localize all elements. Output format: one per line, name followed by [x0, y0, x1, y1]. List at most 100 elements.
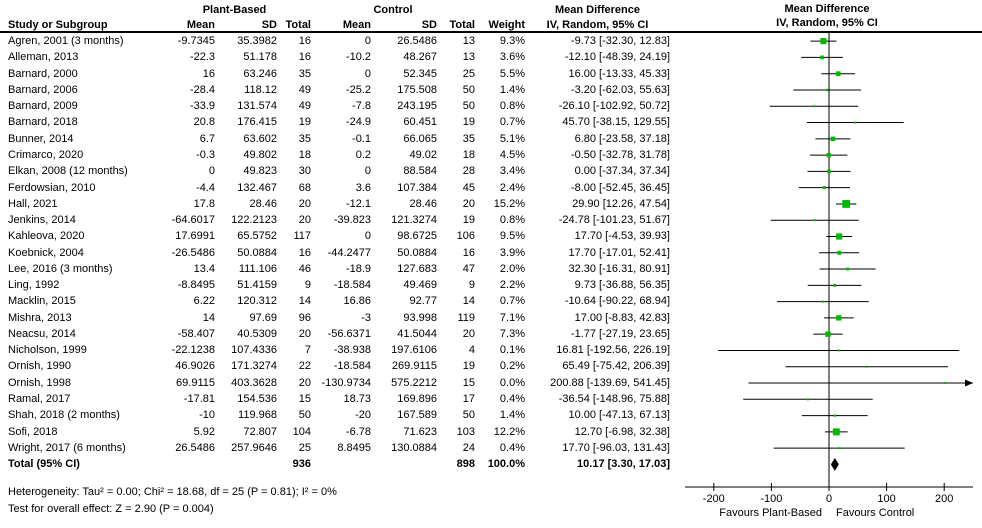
plot-header-line2: IV, Random, 95% CI: [776, 17, 878, 29]
pb-mean-cell: 20.8: [193, 116, 215, 129]
md-header-line1: Mean Difference: [555, 4, 640, 16]
pb-sd-cell: 107.4336: [231, 344, 277, 357]
md-ci-cell: -36.54 [-148.96, 75.88]: [558, 392, 670, 405]
plot-header-line1: Mean Difference: [785, 3, 870, 15]
ctrl-total-cell: 20: [462, 327, 475, 340]
ctrl-sd-cell: 130.0884: [391, 441, 437, 454]
study-name-cell: Ferdowsian, 2010: [8, 181, 96, 194]
pb-sd-cell: 403.3628: [231, 376, 277, 389]
axis-tick-label: -200: [703, 493, 725, 505]
ctrl-total-cell: 19: [462, 360, 475, 373]
ctrl-mean-cell: 3.6: [355, 181, 371, 194]
pb-total-cell: 117: [293, 230, 311, 243]
effect-marker: [865, 365, 868, 368]
study-name-cell: Kahleova, 2020: [8, 230, 85, 243]
weight-cell: 12.2%: [493, 425, 525, 438]
pb-sd-header: SD: [261, 19, 277, 31]
md-ci-cell: 0.00 [-37.34, 37.34]: [574, 165, 670, 178]
total-weight-cell: 100.0%: [487, 458, 525, 471]
weight-cell: 3.4%: [499, 165, 525, 178]
md-ci-cell: 65.49 [-75.42, 206.39]: [562, 360, 670, 373]
study-name-cell: Jenkins, 2014: [8, 214, 76, 227]
weight-cell: 3.6%: [499, 51, 525, 64]
effect-marker: [943, 382, 946, 385]
ctrl-mean-cell: -0.1: [352, 132, 371, 145]
ctrl-sd-cell: 49.02: [409, 148, 437, 161]
study-name-cell: Wright, 2017 (6 months): [8, 441, 126, 454]
md-ci-cell: 16.00 [-13.33, 45.33]: [568, 67, 670, 80]
pb-total-cell: 22: [298, 360, 311, 373]
pb-mean-cell: -64.6017: [171, 214, 215, 227]
pb-total-cell: 16: [298, 246, 311, 259]
md-ci-cell: 9.73 [-36.88, 56.35]: [574, 279, 670, 292]
ctrl-total-cell: 17: [462, 392, 475, 405]
ctrl-sd-cell: 48.267: [403, 51, 437, 64]
ctrl-sd-cell: 41.5044: [397, 327, 437, 340]
pb-mean-cell: 16: [202, 67, 215, 80]
ctrl-mean-cell: -39.823: [333, 214, 371, 227]
ctrl-mean-cell: -38.938: [333, 344, 371, 357]
ctrl-sd-cell: 28.46: [409, 197, 437, 210]
ctrl-mean-cell: -25.2: [345, 83, 371, 96]
effect-marker: [812, 105, 815, 108]
ctrl-mean-header: Mean: [342, 19, 371, 31]
ctrl-sd-cell: 66.065: [403, 132, 437, 145]
pb-total-cell: 25: [298, 441, 311, 454]
pb-total-cell: 35: [298, 132, 311, 145]
md-header-line2: IV, Random, 95% CI: [546, 19, 649, 31]
md-ci-cell: -10.64 [-90.22, 68.94]: [564, 295, 670, 308]
md-ci-cell: 45.70 [-38.15, 129.55]: [562, 116, 670, 129]
effect-marker: [837, 349, 840, 352]
pb-sd-cell: 97.69: [249, 311, 277, 324]
pb-sd-cell: 171.3274: [231, 360, 277, 373]
pb-sd-cell: 111.106: [238, 262, 277, 275]
weight-cell: 1.4%: [499, 409, 525, 422]
study-name-cell: Hall, 2021: [8, 197, 58, 210]
ctrl-total-cell: 119: [457, 311, 475, 324]
pb-sd-cell: 122.2123: [231, 214, 277, 227]
study-name-cell: Koebnick, 2004: [8, 246, 84, 259]
ctrl-sd-cell: 49.469: [403, 279, 437, 292]
ctrl-sd-cell: 26.5486: [397, 35, 437, 48]
pb-total-cell: 35: [298, 67, 311, 80]
ctrl-sd-cell: 243.195: [397, 100, 437, 113]
effect-marker: [830, 136, 836, 142]
md-ci-cell: -24.78 [-101.23, 51.67]: [558, 214, 670, 227]
heterogeneity-text: Heterogeneity: Tau² = 0.00; Chi² = 18.68…: [8, 486, 337, 498]
ctrl-total-cell: 106: [456, 230, 475, 243]
effect-marker: [836, 315, 842, 321]
ctrl-sd-cell: 88.584: [403, 165, 437, 178]
weight-cell: 2.4%: [499, 181, 525, 194]
axis-tick-label: 200: [935, 493, 953, 505]
ctrl-total-cell: 15: [462, 376, 475, 389]
pb-mean-cell: -26.5486: [171, 246, 215, 259]
ctrl-sd-cell: 107.384: [397, 181, 437, 194]
ctrl-sd-cell: 269.9115: [391, 360, 437, 373]
pb-total-cell: 7: [304, 344, 311, 357]
pb-sd-cell: 65.5752: [237, 230, 277, 243]
ctrl-mean-cell: 18.73: [343, 392, 371, 405]
effect-marker: [826, 152, 831, 158]
pb-mean-cell: 13.4: [193, 262, 215, 275]
md-ci-cell: -1.77 [-27.19, 23.65]: [570, 327, 670, 340]
ctrl-sd-header: SD: [421, 19, 437, 31]
md-ci-cell: 12.70 [-6.98, 32.38]: [574, 425, 670, 438]
md-ci-cell: -8.00 [-52.45, 36.45]: [570, 181, 670, 194]
total-pb-n-cell: 936: [292, 458, 311, 471]
pb-sd-cell: 28.46: [249, 197, 277, 210]
pb-mean-cell: -4.4: [196, 181, 215, 194]
ctrl-mean-cell: 0: [364, 165, 371, 178]
md-ci-cell: -9.73 [-32.30, 12.83]: [570, 35, 670, 48]
pb-mean-cell: -22.3: [189, 51, 215, 64]
effect-marker: [833, 283, 837, 287]
weight-cell: 9.5%: [499, 230, 525, 243]
ctrl-total-cell: 50: [462, 409, 475, 422]
study-name-cell: Crimarco, 2020: [8, 148, 84, 161]
ctrl-mean-cell: -18.584: [333, 360, 371, 373]
ctrl-mean-cell: 0: [364, 230, 371, 243]
pb-total-cell: 16: [298, 51, 311, 64]
pb-total-cell: 49: [298, 100, 311, 113]
ctrl-mean-cell: 0: [364, 35, 371, 48]
md-ci-cell: 32.30 [-16.31, 80.91]: [568, 262, 670, 275]
pb-total-cell: 68: [298, 181, 311, 194]
